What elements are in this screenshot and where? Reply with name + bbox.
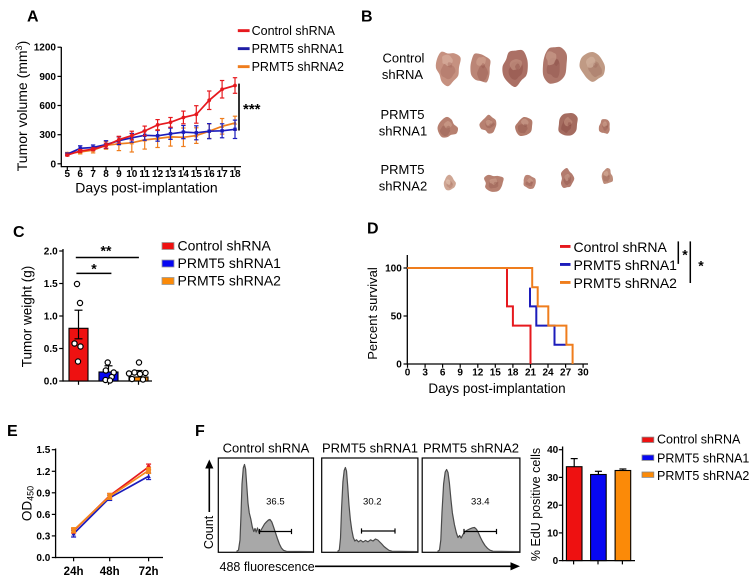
- svg-text:17: 17: [217, 169, 229, 180]
- svg-text:33.4: 33.4: [471, 497, 490, 508]
- svg-text:Control shRNA: Control shRNA: [252, 24, 336, 38]
- svg-text:PRMT5 shRNA1: PRMT5 shRNA1: [322, 441, 418, 456]
- svg-text:Control shRNA: Control shRNA: [574, 239, 668, 255]
- svg-text:PRMT5: PRMT5: [380, 107, 424, 122]
- svg-text:E: E: [7, 423, 18, 440]
- svg-text:36.5: 36.5: [266, 497, 285, 508]
- svg-text:0.9: 0.9: [36, 488, 50, 499]
- svg-text:50: 50: [391, 312, 403, 323]
- svg-text:Count: Count: [202, 515, 216, 549]
- svg-text:10: 10: [126, 169, 138, 180]
- svg-text:0.3: 0.3: [36, 531, 50, 542]
- svg-text:Tumor weight (g): Tumor weight (g): [20, 266, 35, 368]
- svg-text:16: 16: [204, 169, 216, 180]
- svg-text:A: A: [27, 9, 39, 26]
- svg-text:2.0: 2.0: [44, 247, 58, 258]
- svg-text:18: 18: [229, 169, 241, 180]
- svg-text:F: F: [195, 423, 205, 440]
- svg-text:shRNA: shRNA: [382, 67, 424, 82]
- svg-text:14: 14: [178, 169, 190, 180]
- svg-text:shRNA2: shRNA2: [379, 179, 427, 194]
- svg-text:0.6: 0.6: [36, 510, 50, 521]
- svg-text:***: ***: [243, 101, 261, 118]
- svg-text:21: 21: [525, 368, 537, 379]
- svg-text:Control shRNA: Control shRNA: [178, 238, 272, 254]
- svg-text:30: 30: [547, 473, 559, 484]
- svg-text:1.0: 1.0: [44, 312, 58, 323]
- svg-text:PRMT5 shRNA1: PRMT5 shRNA1: [657, 451, 749, 465]
- svg-text:72h: 72h: [139, 566, 159, 578]
- svg-text:D: D: [367, 221, 379, 238]
- svg-text:PRMT5 shRNA2: PRMT5 shRNA2: [423, 441, 519, 456]
- svg-text:15: 15: [490, 368, 502, 379]
- svg-text:11: 11: [139, 169, 150, 180]
- svg-text:24: 24: [542, 368, 554, 379]
- svg-text:**: **: [101, 242, 112, 258]
- svg-text:900: 900: [39, 72, 56, 83]
- svg-text:30: 30: [578, 368, 590, 379]
- svg-text:15: 15: [191, 169, 203, 180]
- svg-text:Percent survival: Percent survival: [365, 267, 380, 360]
- svg-text:Control: Control: [383, 51, 425, 66]
- svg-text:0: 0: [405, 368, 411, 379]
- svg-text:1.5: 1.5: [44, 279, 58, 290]
- svg-text:0.0: 0.0: [44, 377, 58, 388]
- svg-text:9: 9: [116, 169, 122, 180]
- svg-text:5: 5: [65, 169, 71, 180]
- svg-text:*: *: [682, 247, 688, 263]
- svg-text:6: 6: [77, 169, 83, 180]
- svg-text:20: 20: [547, 501, 559, 512]
- svg-text:Control shRNA: Control shRNA: [657, 433, 741, 447]
- svg-text:48h: 48h: [100, 566, 120, 578]
- svg-text:18: 18: [507, 368, 519, 379]
- svg-text:100: 100: [385, 264, 402, 275]
- svg-text:6: 6: [440, 368, 446, 379]
- svg-text:1.2: 1.2: [36, 467, 50, 478]
- svg-text:0.0: 0.0: [36, 553, 50, 564]
- svg-text:1200: 1200: [34, 43, 57, 54]
- svg-text:PRMT5 shRNA2: PRMT5 shRNA2: [657, 469, 749, 483]
- svg-text:PRMT5 shRNA2: PRMT5 shRNA2: [574, 275, 678, 291]
- svg-text:600: 600: [39, 101, 56, 112]
- svg-text:B: B: [361, 9, 373, 26]
- svg-text:40: 40: [547, 445, 559, 456]
- svg-text:0: 0: [50, 159, 56, 170]
- svg-text:Days post-implantation: Days post-implantation: [428, 381, 565, 396]
- svg-text:% EdU positive cells: % EdU positive cells: [529, 448, 543, 561]
- svg-text:*: *: [698, 258, 704, 274]
- svg-text:Tumor volume (mm3): Tumor volume (mm3): [14, 41, 30, 172]
- svg-text:*: *: [91, 261, 97, 277]
- svg-text:0: 0: [396, 360, 402, 371]
- svg-text:10: 10: [547, 528, 559, 539]
- svg-text:13: 13: [165, 169, 177, 180]
- svg-text:9: 9: [457, 368, 463, 379]
- svg-text:PRMT5 shRNA1: PRMT5 shRNA1: [574, 257, 678, 273]
- svg-text:30.2: 30.2: [363, 497, 382, 508]
- svg-text:PRMT5 shRNA1: PRMT5 shRNA1: [178, 255, 282, 271]
- svg-text:0.5: 0.5: [44, 344, 58, 355]
- svg-text:300: 300: [39, 130, 56, 141]
- svg-text:C: C: [13, 224, 25, 241]
- svg-text:7: 7: [90, 169, 96, 180]
- svg-text:488 fluorescence: 488 fluorescence: [220, 560, 315, 574]
- svg-text:shRNA1: shRNA1: [379, 124, 427, 139]
- svg-text:1.5: 1.5: [36, 445, 50, 456]
- svg-text:27: 27: [560, 368, 572, 379]
- svg-text:0: 0: [553, 556, 559, 567]
- svg-text:3: 3: [422, 368, 428, 379]
- svg-text:12: 12: [472, 368, 484, 379]
- svg-text:PRMT5 shRNA1: PRMT5 shRNA1: [252, 42, 344, 56]
- svg-text:PRMT5: PRMT5: [380, 162, 424, 177]
- svg-text:Control shRNA: Control shRNA: [223, 441, 310, 456]
- svg-text:12: 12: [152, 169, 164, 180]
- svg-text:24h: 24h: [64, 566, 84, 578]
- svg-text:PRMT5 shRNA2: PRMT5 shRNA2: [252, 60, 344, 74]
- svg-text:PRMT5 shRNA2: PRMT5 shRNA2: [178, 273, 282, 289]
- svg-text:8: 8: [103, 169, 109, 180]
- svg-text:Days post-implantation: Days post-implantation: [75, 180, 217, 196]
